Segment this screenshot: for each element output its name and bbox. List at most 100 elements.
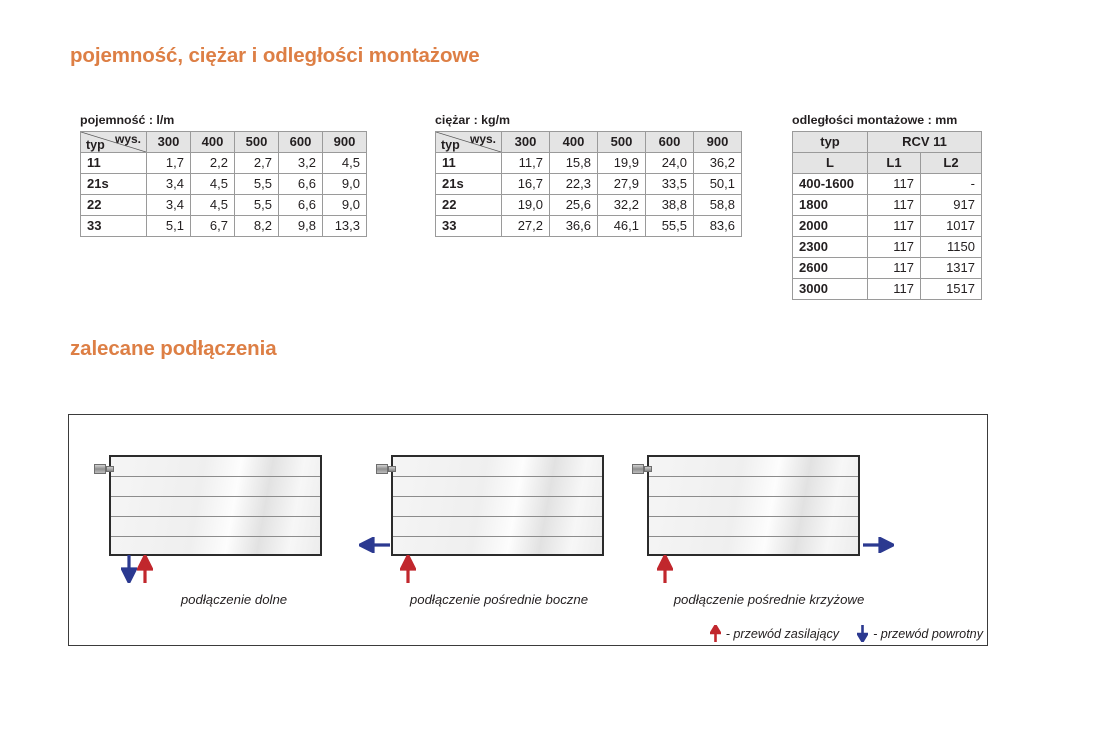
radiator-band [649,516,858,517]
cell-value: 83,6 [693,215,742,237]
column-header: 400 [190,131,235,153]
cell-value: 2,7 [234,152,279,174]
capacity-table-block: pojemność : l/m wys. typ 300 400 500 600… [80,113,367,237]
diagonal-divider-icon [81,132,146,152]
row-label: 11 [80,152,147,174]
cell-value: 15,8 [549,152,598,174]
table-row: 2600 117 1317 [792,257,982,279]
diagram-caption: podłączenie pośrednie boczne [409,592,589,607]
radiator-band [649,496,858,497]
table-row: 21s 3,4 4,5 5,5 6,6 9,0 [80,173,367,195]
cell-value-l2: 1517 [920,278,982,300]
cell-value: 16,7 [501,173,550,195]
cell-value-l2: 1017 [920,215,982,237]
radiator-band [649,476,858,477]
column-header: 900 [322,131,367,153]
radiator-panel [632,455,860,556]
cell-value: 24,0 [645,152,694,174]
cell-value-l2: 1150 [920,236,982,258]
row-label: 2600 [792,257,868,279]
column-header: 500 [234,131,279,153]
cell-value: 6,6 [278,173,323,195]
radiator-panel [376,455,604,556]
supply-arrow-up-icon [137,555,153,583]
return-arrow-left-icon [359,537,391,553]
subheader-L2: L2 [920,152,982,174]
table-row: 22 19,0 25,6 32,2 38,8 58,8 [435,194,742,216]
column-header: 900 [693,131,742,153]
cell-value: 27,9 [597,173,646,195]
cell-value: 5,5 [234,194,279,216]
diagram-cross-connection: podłączenie pośrednie krzyżowe [619,415,919,645]
cell-value-l1: 117 [867,278,921,300]
diagram-caption: podłączenie dolne [180,592,288,607]
row-label: 400-1600 [792,173,868,195]
corner-cell-typ-wys: wys. typ [435,131,502,153]
cell-value: 25,6 [549,194,598,216]
row-label: 2000 [792,215,868,237]
cell-value-l2: 917 [920,194,982,216]
cell-value: 50,1 [693,173,742,195]
table-header-row: wys. typ 300 400 500 600 900 [80,131,367,153]
subheader-L: L [792,152,868,174]
weight-table-caption: ciężar : kg/m [435,113,511,127]
return-arrow-down-icon [857,625,869,642]
cell-value-l2: 1317 [920,257,982,279]
radiator-panel [94,455,322,556]
cell-value: 13,3 [322,215,367,237]
corner-label-wys: wys. [114,132,141,146]
corner-label-typ: typ [441,137,460,152]
cell-value-l1: 117 [867,257,921,279]
table-row: 2300 117 1150 [792,236,982,258]
connections-diagram-panel: podłączenie dolne podłączenie pośrednie … [68,414,988,646]
supply-arrow-up-icon [657,555,673,583]
cell-value-l1: 117 [867,215,921,237]
table-row: 1800 117 917 [792,194,982,216]
cell-value: 46,1 [597,215,646,237]
corner-label-typ: typ [86,137,105,152]
cell-value: 1,7 [146,152,191,174]
cell-value: 58,8 [693,194,742,216]
table-row: 11 1,7 2,2 2,7 3,2 4,5 [80,152,367,174]
cell-value: 5,1 [146,215,191,237]
radiator-band [111,496,320,497]
row-label: 2300 [792,236,868,258]
diagonal-divider-icon [436,132,501,152]
cell-value: 3,2 [278,152,323,174]
table-row: 11 11,7 15,8 19,9 24,0 36,2 [435,152,742,174]
row-label: 33 [80,215,147,237]
row-label: 11 [435,152,502,174]
cell-value: 9,8 [278,215,323,237]
cell-value: 33,5 [645,173,694,195]
subheader-L1: L1 [867,152,921,174]
weight-table: wys. typ 300 400 500 600 900 11 11,7 15,… [435,131,742,237]
cell-value: 19,0 [501,194,550,216]
valve-icon [376,463,396,475]
weight-table-block: ciężar : kg/m wys. typ 300 400 500 600 9… [435,113,742,237]
cell-value: 6,6 [278,194,323,216]
valve-icon [94,463,114,475]
cell-value: 3,4 [146,173,191,195]
cell-value: 4,5 [190,173,235,195]
radiator-band [111,536,320,537]
radiator-band [111,516,320,517]
row-label: 22 [80,194,147,216]
cell-value: 9,0 [322,173,367,195]
row-label: 21s [80,173,147,195]
cell-value: 4,5 [322,152,367,174]
header-typ: typ [792,131,868,153]
row-label: 1800 [792,194,868,216]
radiator-band [649,536,858,537]
table-row: 400-1600 117 - [792,173,982,195]
diagram-caption: podłączenie pośrednie krzyżowe [673,592,865,607]
cell-value: 9,0 [322,194,367,216]
column-header: 300 [501,131,550,153]
table-row: 33 27,2 36,6 46,1 55,5 83,6 [435,215,742,237]
legend-item-return: - przewód powrotny [857,625,983,642]
legend-label-supply: - przewód zasilający [725,626,840,641]
capacity-table-caption: pojemność : l/m [80,113,175,127]
row-label: 21s [435,173,502,195]
legend-item-supply: - przewód zasilający [709,625,840,642]
table-row: 2000 117 1017 [792,215,982,237]
table-row: 22 3,4 4,5 5,5 6,6 9,0 [80,194,367,216]
